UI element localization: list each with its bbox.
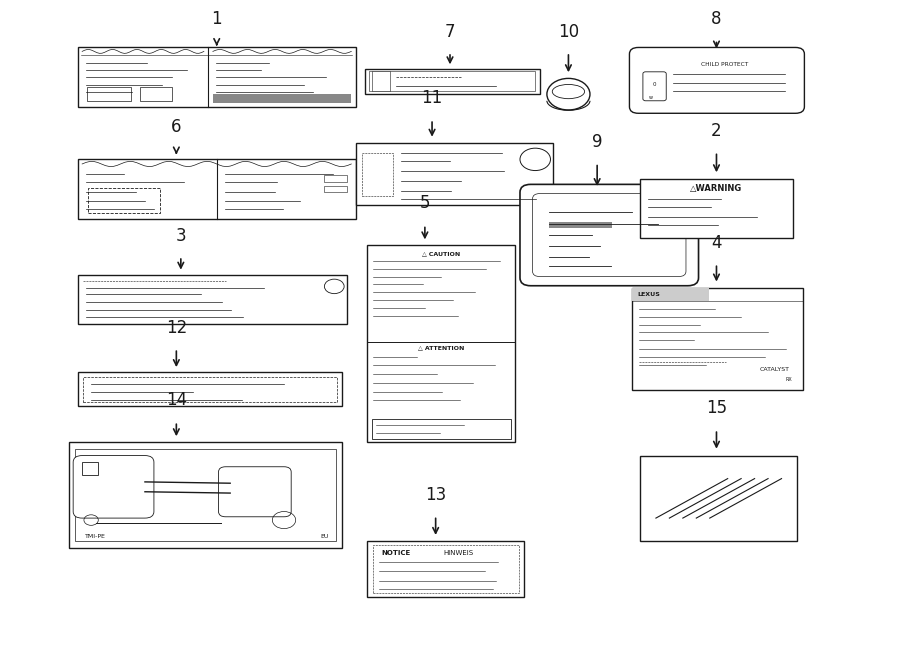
Text: 6: 6 <box>171 118 182 136</box>
Bar <box>77 274 346 324</box>
Bar <box>88 188 160 214</box>
Bar <box>86 87 131 101</box>
Bar <box>83 377 337 402</box>
Bar <box>369 71 536 91</box>
FancyBboxPatch shape <box>629 48 805 113</box>
Bar <box>362 153 393 196</box>
Text: 0: 0 <box>652 83 656 87</box>
Text: 10: 10 <box>558 23 579 41</box>
Text: RX: RX <box>785 377 792 382</box>
Bar <box>373 545 519 593</box>
Bar <box>68 442 342 548</box>
Text: EU: EU <box>320 534 328 539</box>
Bar <box>372 419 511 439</box>
Bar <box>367 245 516 442</box>
Text: 14: 14 <box>166 391 187 409</box>
Bar <box>640 179 793 239</box>
Bar <box>77 48 356 106</box>
Text: LEXUS: LEXUS <box>637 292 661 297</box>
Text: 15: 15 <box>706 399 727 417</box>
Text: 3: 3 <box>176 227 186 245</box>
Bar <box>324 186 346 192</box>
Text: △ CAUTION: △ CAUTION <box>422 252 461 256</box>
Bar <box>372 71 390 91</box>
Ellipse shape <box>553 85 585 98</box>
Text: 13: 13 <box>425 486 446 504</box>
Bar <box>77 159 356 219</box>
Bar <box>213 94 351 103</box>
Text: △WARNING: △WARNING <box>690 184 742 194</box>
Ellipse shape <box>547 79 590 110</box>
Text: TMI-PE: TMI-PE <box>85 534 105 539</box>
Bar <box>549 222 611 229</box>
FancyBboxPatch shape <box>533 194 686 276</box>
Bar <box>75 449 336 541</box>
Text: HINWEIS: HINWEIS <box>444 551 473 557</box>
Text: 4: 4 <box>711 233 722 252</box>
Bar <box>77 372 342 407</box>
Text: 9: 9 <box>592 133 602 151</box>
Text: 5: 5 <box>419 194 430 212</box>
Text: CHILD PROTECT: CHILD PROTECT <box>701 62 749 67</box>
Bar <box>640 455 797 541</box>
Text: 1: 1 <box>212 10 222 28</box>
Bar <box>367 541 525 597</box>
Bar <box>632 288 709 301</box>
Text: 7: 7 <box>445 23 455 41</box>
FancyBboxPatch shape <box>643 72 666 100</box>
Text: NOTICE: NOTICE <box>381 551 410 557</box>
Text: w: w <box>649 95 653 100</box>
Text: 11: 11 <box>421 89 443 106</box>
Bar <box>140 87 172 101</box>
Text: 8: 8 <box>711 10 722 28</box>
Text: △ ATTENTION: △ ATTENTION <box>418 346 464 350</box>
Bar <box>632 288 803 390</box>
Bar <box>324 175 346 182</box>
FancyBboxPatch shape <box>73 455 154 518</box>
FancyBboxPatch shape <box>520 184 698 286</box>
Bar <box>356 143 554 206</box>
FancyBboxPatch shape <box>219 467 292 517</box>
Text: 2: 2 <box>711 122 722 139</box>
Text: 12: 12 <box>166 319 187 337</box>
Text: CATALYST: CATALYST <box>760 368 789 373</box>
Bar <box>82 462 98 475</box>
Bar <box>364 69 540 94</box>
